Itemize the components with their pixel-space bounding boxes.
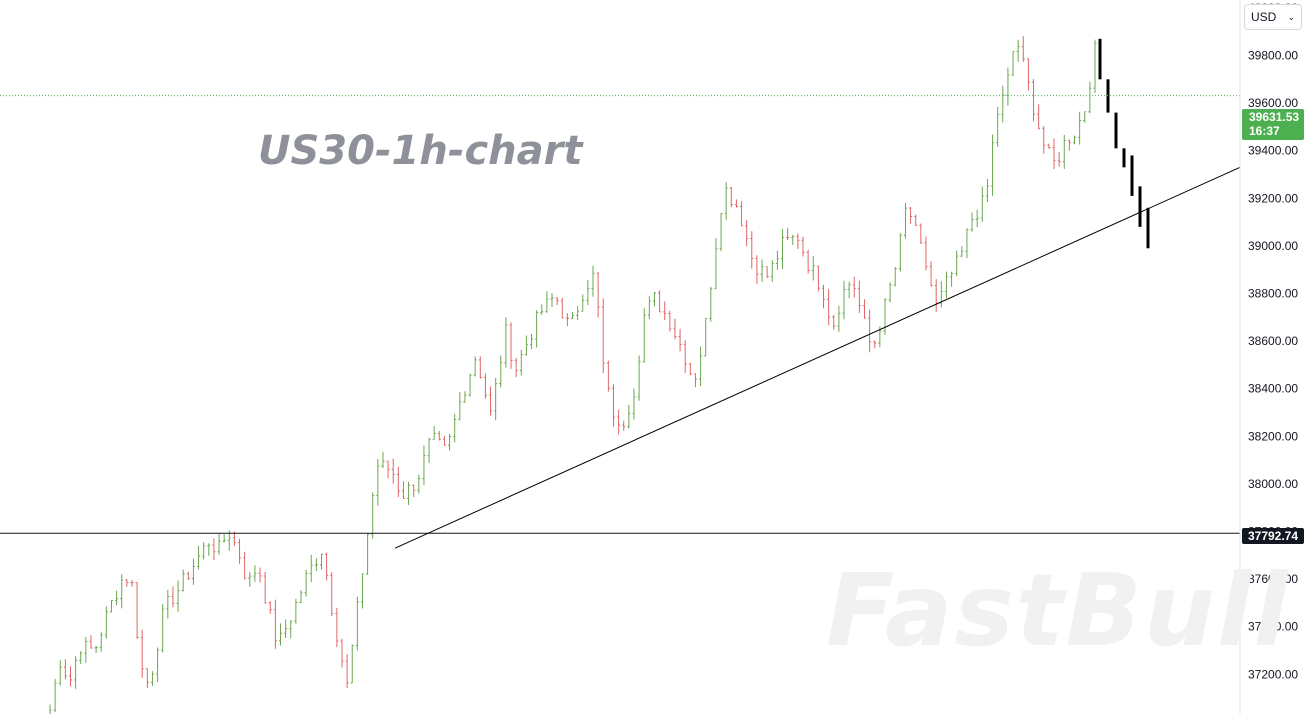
overlays-group (0, 95, 1241, 549)
trendline (394, 166, 1241, 549)
y-tick-label: 39600.00 (1248, 96, 1298, 110)
y-tick-label: 37200.00 (1248, 667, 1298, 681)
current-price-value: 39631.53 (1249, 110, 1300, 124)
level-price-label: 37792.74 (1242, 528, 1304, 544)
bar-countdown: 16:37 (1249, 124, 1280, 138)
y-tick-label: 38800.00 (1248, 287, 1298, 301)
currency-label: USD (1251, 10, 1277, 24)
candles-group (48, 36, 1150, 716)
fastbull-watermark: FastBull (826, 552, 1290, 669)
currency-select[interactable]: USD ⌄ (1244, 4, 1302, 30)
y-tick-label: 39000.00 (1248, 239, 1298, 253)
y-tick-label: 38000.00 (1248, 477, 1298, 491)
y-tick-label: 39400.00 (1248, 144, 1298, 158)
y-tick-label: 38600.00 (1248, 334, 1298, 348)
y-tick-label: 38400.00 (1248, 382, 1298, 396)
y-tick-label: 39200.00 (1248, 191, 1298, 205)
chart-title: US30-1h-chart (258, 128, 583, 174)
y-tick-label: 38200.00 (1248, 429, 1298, 443)
y-tick-label: 37600.00 (1248, 572, 1298, 586)
chevron-down-icon: ⌄ (1287, 11, 1295, 22)
current-price-label: 39631.53 16:37 (1242, 109, 1304, 140)
y-tick-label: 37400.00 (1248, 620, 1298, 634)
y-tick-label: 39800.00 (1248, 49, 1298, 63)
